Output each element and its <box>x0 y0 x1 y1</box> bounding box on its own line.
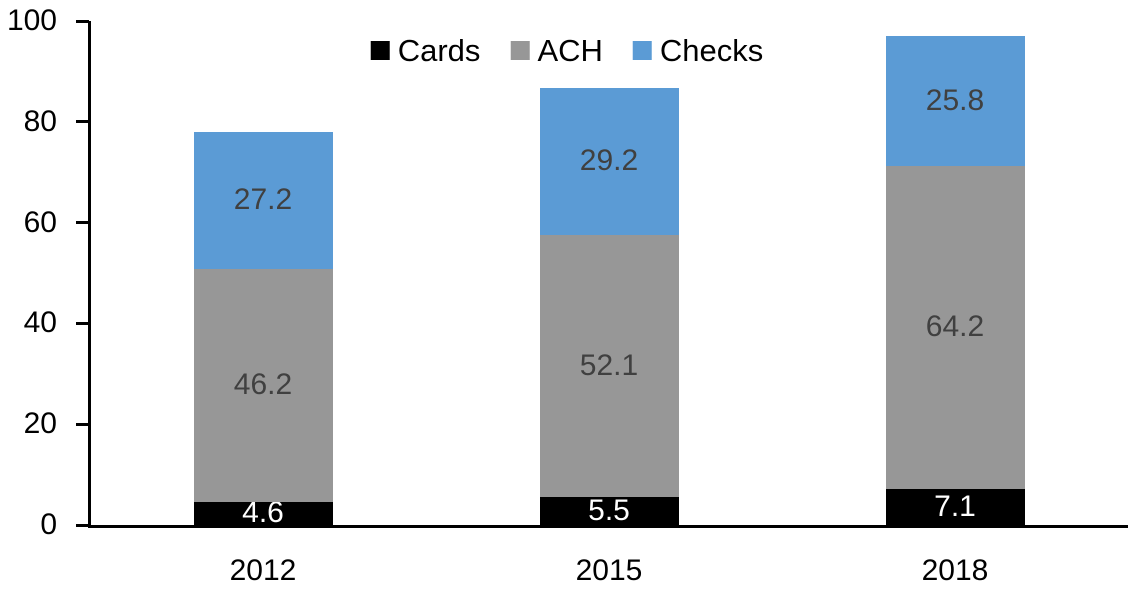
bar-value-label: 64.2 <box>925 310 985 344</box>
y-tick-label: 20 <box>23 407 57 441</box>
bar-segment-ach: 46.2 <box>193 268 333 502</box>
bar-segment-cards: 5.5 <box>539 494 679 528</box>
legend-label: Cards <box>397 33 481 68</box>
x-tick-label: 2018 <box>921 554 989 587</box>
bar-value-label: 52.1 <box>579 348 639 382</box>
x-tick-label: 2015 <box>575 554 643 587</box>
bar-segment-ach: 64.2 <box>885 165 1025 490</box>
y-tick-mark <box>76 120 89 124</box>
bar-segment-checks: 25.8 <box>885 35 1025 166</box>
legend-item-cards: Cards <box>370 33 481 68</box>
y-tick-mark <box>76 19 89 23</box>
y-axis-line <box>88 21 91 528</box>
bar-segment-cards: 4.6 <box>193 498 333 528</box>
legend-label: Checks <box>659 33 764 68</box>
bar-segment-cards: 7.1 <box>885 489 1025 525</box>
legend-swatch-icon <box>510 41 530 60</box>
bar-value-label: 7.1 <box>934 490 976 524</box>
y-tick-label: 60 <box>23 205 57 239</box>
y-tick-label: 80 <box>23 104 57 138</box>
bar-value-label: 25.8 <box>925 83 985 117</box>
x-axis-line <box>88 525 1128 528</box>
plot-area: 0 20 40 60 80 100 4.6 46.2 27.2 2012 5.5 52.1 29.2 20… <box>7 6 1128 586</box>
bar-value-label: 4.6 <box>242 496 284 530</box>
bar-segment-ach: 52.1 <box>539 234 679 498</box>
legend-swatch-icon <box>370 41 390 60</box>
y-tick-mark <box>76 422 89 426</box>
y-tick-label: 40 <box>23 306 57 340</box>
bar-value-label: 29.2 <box>579 144 639 178</box>
y-tick-mark <box>76 321 89 325</box>
legend-label: ACH <box>537 33 603 68</box>
bar-value-label: 46.2 <box>233 368 293 402</box>
legend: Cards ACH Checks <box>370 33 764 68</box>
bar-group-2015: 5.5 52.1 29.2 <box>539 87 679 528</box>
legend-item-checks: Checks <box>632 33 764 68</box>
x-tick-label: 2012 <box>229 554 297 587</box>
bar-value-label: 5.5 <box>588 494 630 528</box>
y-tick-mark <box>76 221 89 225</box>
bar-group-2018: 7.1 64.2 25.8 <box>885 35 1025 525</box>
y-tick-label: 0 <box>40 508 57 541</box>
y-tick-mark <box>76 523 89 527</box>
y-tick-label: 100 <box>6 4 57 37</box>
bar-segment-checks: 29.2 <box>539 87 679 235</box>
bar-value-label: 27.2 <box>233 183 293 217</box>
legend-item-ach: ACH <box>510 33 603 68</box>
legend-swatch-icon <box>632 41 652 60</box>
bar-group-2012: 4.6 46.2 27.2 <box>193 131 333 528</box>
bar-segment-checks: 27.2 <box>193 131 333 269</box>
